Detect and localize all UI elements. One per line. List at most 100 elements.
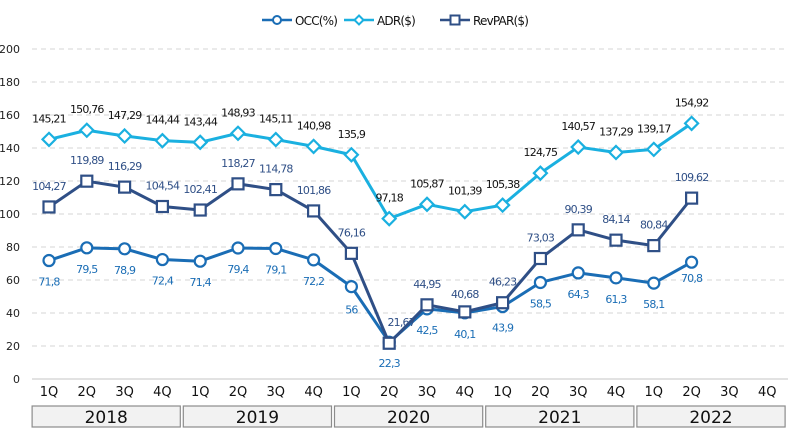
data-label: 58,1 <box>643 298 664 311</box>
legend-label: RevPAR($) <box>473 14 528 28</box>
data-point-marker <box>571 266 585 280</box>
year-group-label: 2020 <box>387 408 430 428</box>
data-label: 102,41 <box>183 183 217 196</box>
gridlines <box>32 48 788 380</box>
data-point-marker <box>609 233 623 247</box>
year-group-label: 2021 <box>538 408 581 428</box>
data-label: 73,03 <box>527 232 555 245</box>
data-point-marker <box>267 131 284 148</box>
data-label: 56 <box>345 304 358 317</box>
y-tick-label: 80 <box>6 241 20 254</box>
x-tick-label: 3Q <box>418 385 437 400</box>
x-tick-label: 4Q <box>758 385 777 400</box>
data-point-marker <box>193 254 207 268</box>
x-tick-label: 1Q <box>40 385 59 400</box>
data-label: 101,39 <box>448 185 482 198</box>
x-tick-label: 3Q <box>115 385 134 400</box>
data-label: 71,4 <box>190 276 212 289</box>
x-tick-label: 4Q <box>456 385 475 400</box>
data-point-marker <box>269 183 283 197</box>
data-point-marker <box>570 139 587 156</box>
data-label: 44,95 <box>413 278 441 291</box>
data-label: 145,21 <box>32 112 66 125</box>
x-tick-label: 1Q <box>493 385 512 400</box>
square-marker-icon <box>449 14 461 26</box>
y-axis: 0 20 40 60 80 100 120 140 160 180 200 <box>0 43 20 386</box>
data-point-marker <box>344 280 358 294</box>
year-group-label: 2022 <box>689 408 732 428</box>
data-label: 79,4 <box>227 263 249 276</box>
data-label: 61,3 <box>605 293 627 306</box>
x-tick-label: 3Q <box>569 385 588 400</box>
legend-item[interactable]: RevPAR($) <box>440 14 529 28</box>
x-tick-label: 1Q <box>342 385 361 400</box>
data-label: 79,1 <box>265 263 286 276</box>
x-tick-label: 3Q <box>267 385 286 400</box>
data-point-marker <box>80 241 94 255</box>
series-line <box>48 122 693 221</box>
data-point-marker <box>269 241 283 256</box>
y-tick-label: 0 <box>13 373 20 386</box>
data-point-marker <box>571 223 585 237</box>
data-point-marker <box>647 276 661 290</box>
x-tick-label: 4Q <box>607 385 626 400</box>
data-point-marker <box>117 180 132 194</box>
data-point-marker <box>80 174 94 188</box>
data-label: 46,23 <box>489 276 517 289</box>
y-tick-label: 120 <box>0 175 20 188</box>
year-groups: 2018 2019 2020 2021 2022 <box>31 405 786 428</box>
y-tick-label: 160 <box>0 109 20 122</box>
data-label: 154,92 <box>675 96 709 109</box>
data-point-marker <box>307 204 321 218</box>
data-point-marker <box>192 134 209 151</box>
data-label: 105,87 <box>410 177 444 190</box>
data-label: 72,2 <box>303 275 324 288</box>
data-label: 104,27 <box>32 180 66 193</box>
data-labels: 145,21 150,76 147,29 144,44 143,44 148,93 145,… <box>32 96 709 370</box>
y-tick-label: 140 <box>0 142 20 155</box>
data-label: 114,78 <box>259 163 293 176</box>
data-label: 139,17 <box>637 122 671 135</box>
year-group-box <box>485 405 635 428</box>
data-label: 109,62 <box>675 171 709 184</box>
x-tick-label: 3Q <box>720 385 739 400</box>
legend-item[interactable]: ADR($) <box>344 14 416 28</box>
series-line <box>48 179 693 345</box>
x-tick-label: 2Q <box>380 385 399 400</box>
data-label: 144,44 <box>146 114 180 127</box>
data-point-marker <box>305 138 322 155</box>
data-label: 90,39 <box>564 203 592 216</box>
data-point-marker <box>418 196 436 213</box>
data-label: 76,16 <box>338 226 366 239</box>
year-group-box <box>333 405 484 428</box>
data-point-marker <box>494 197 511 214</box>
data-label: 70,8 <box>681 272 703 285</box>
x-tick-label: 4Q <box>304 385 323 400</box>
data-point-marker <box>155 199 169 214</box>
data-point-marker <box>533 275 548 290</box>
data-point-marker <box>229 125 247 142</box>
x-tick-label: 1Q <box>191 385 210 400</box>
data-label: 43,9 <box>492 322 514 335</box>
data-point-marker <box>116 127 133 145</box>
data-point-marker <box>344 246 358 260</box>
x-axis: 1Q 2Q 3Q 4Q 1Q 2Q 3Q 4Q 1Q 2Q 3Q 4Q 1Q 2Q 3Q 4Q 1Q 2Q 3Q 4Q <box>40 385 777 400</box>
y-tick-label: 40 <box>6 307 20 320</box>
data-label: 40,68 <box>451 288 479 301</box>
data-point-marker <box>193 203 207 217</box>
data-label: 64,3 <box>568 288 590 301</box>
legend-item[interactable]: OCC(%) <box>262 14 338 28</box>
y-tick-label: 60 <box>6 274 20 287</box>
data-label: 143,44 <box>183 115 217 128</box>
series-revpar <box>42 174 699 350</box>
x-tick-label: 2Q <box>682 385 701 400</box>
y-tick-label: 100 <box>0 208 20 221</box>
data-label: 105,38 <box>486 178 520 191</box>
data-label: 147,29 <box>108 109 142 122</box>
x-tick-label: 2Q <box>78 385 97 400</box>
data-label: 40,1 <box>454 328 475 341</box>
data-point-marker <box>117 242 132 256</box>
data-label: 124,75 <box>524 146 558 159</box>
data-point-marker <box>647 239 661 253</box>
